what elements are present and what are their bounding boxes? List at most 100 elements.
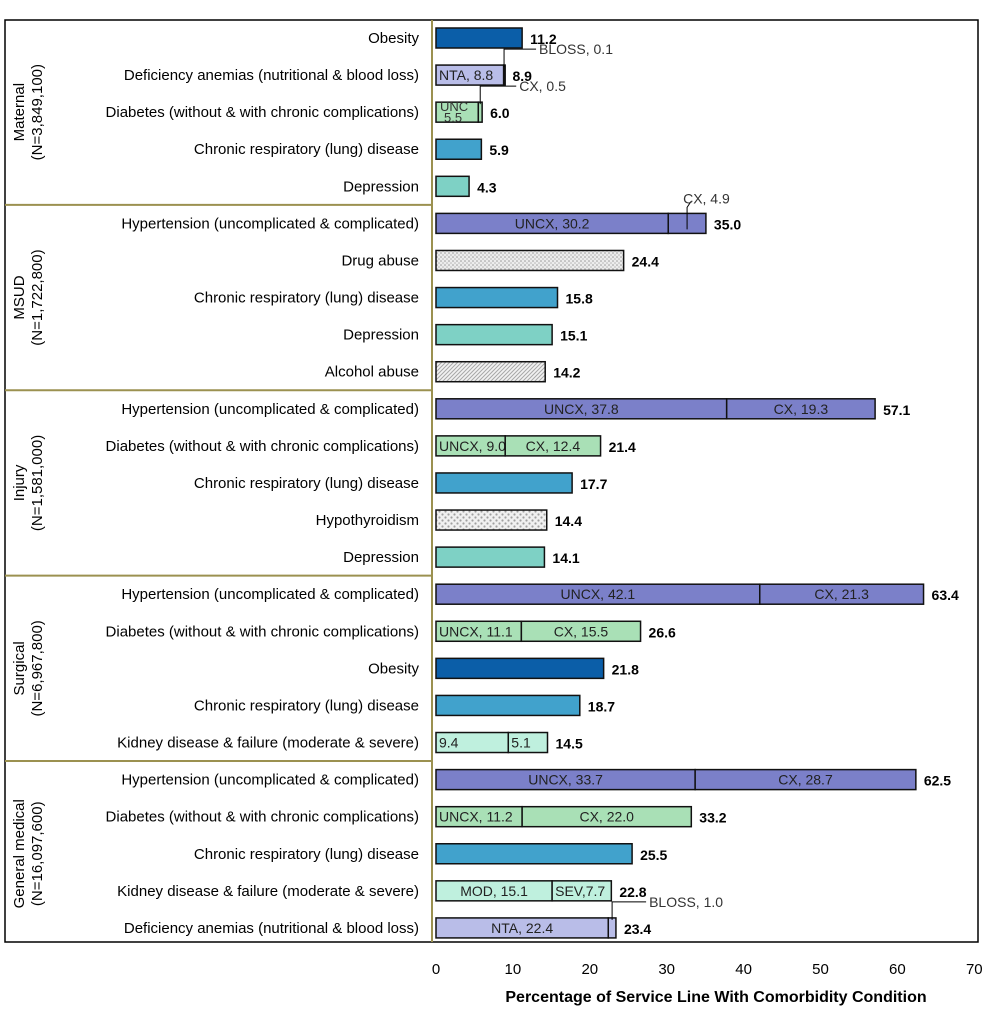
total-label: 18.7: [588, 698, 615, 714]
category-label: Obesity: [368, 30, 419, 47]
category-label: Diabetes (without & with chronic complic…: [106, 104, 419, 121]
group-label: MSUD: [11, 275, 28, 319]
bar-segment: [694, 768, 917, 791]
bar-segment: [435, 694, 581, 717]
bar-segment: [725, 398, 876, 420]
x-tick-label: 20: [581, 961, 598, 978]
category-label: Diabetes (without & with chronic complic…: [106, 809, 419, 826]
callout-label: BLOSS, 0.1: [539, 41, 613, 57]
category-label: Depression: [343, 549, 419, 566]
category-label: Chronic respiratory (lung) disease: [194, 475, 419, 492]
segment-label: CX, 12.4: [526, 438, 581, 454]
plot-border: [4, 19, 979, 943]
segment-label: UNCX, 30.2: [515, 215, 590, 231]
group-label: General medical: [11, 799, 28, 908]
category-label: Alcohol abuse: [325, 364, 419, 381]
total-label: 22.8: [619, 884, 646, 900]
total-label: 33.2: [699, 810, 726, 826]
bar-segment: [435, 472, 573, 494]
total-label: 21.4: [609, 439, 636, 455]
total-label: 14.4: [555, 513, 582, 529]
x-tick-label: 50: [812, 961, 829, 978]
segment-label: NTA, 8.8: [439, 67, 493, 83]
total-label: 63.4: [932, 587, 959, 603]
total-label: 62.5: [924, 773, 951, 789]
category-label: Hypertension (uncomplicated & complicate…: [121, 401, 419, 418]
group-label: Injury: [11, 464, 28, 501]
segment-label: UNC: [440, 99, 468, 114]
category-label: Depression: [343, 327, 419, 344]
segment-label: 9.4: [439, 735, 459, 751]
total-label: 14.5: [556, 736, 583, 752]
callout-label: CX, 0.5: [519, 78, 566, 94]
bar-segment: [435, 27, 523, 49]
total-label: 4.3: [477, 179, 497, 195]
x-tick-label: 40: [735, 961, 752, 978]
bar-segment: [435, 138, 483, 160]
callout-leader: [686, 201, 692, 230]
category-label: Diabetes (without & with chronic complic…: [106, 438, 419, 455]
group-n-label: (N=1,581,000): [29, 435, 46, 531]
total-label: 26.6: [649, 624, 676, 640]
segment-label: UNCX, 42.1: [561, 586, 636, 602]
x-axis-title: Percentage of Service Line With Comorbid…: [505, 989, 926, 1006]
x-tick-label: 60: [889, 961, 906, 978]
segment-label: UNCX, 37.8: [544, 401, 619, 417]
chart-frame: [4, 19, 979, 943]
callout-label: CX, 4.9: [683, 190, 730, 206]
total-label: 24.4: [632, 253, 659, 269]
bar-segment: [435, 843, 633, 865]
segment-label: CX, 15.5: [554, 623, 609, 639]
category-label: Deficiency anemias (nutritional & blood …: [124, 920, 419, 937]
x-axis: 0 10 20 30 40 50 60 70 Percentage of Service Lin…: [432, 961, 983, 1006]
segment-label: CX, 28.7: [778, 772, 833, 788]
total-label: 25.5: [640, 847, 667, 863]
bar-segment: [435, 286, 559, 309]
category-label: Drug abuse: [341, 252, 419, 269]
bar-segment: [435, 249, 625, 272]
category-label: Depression: [343, 178, 419, 195]
bar-segment: [551, 880, 613, 902]
segment-label: MOD, 15.1: [460, 883, 528, 899]
bar-segment: [477, 101, 483, 123]
bar-segment: [435, 175, 470, 198]
group-n-label: (N=6,967,800): [29, 620, 46, 716]
category-label: Kidney disease & failure (moderate & sev…: [117, 883, 419, 900]
segment-label: UNCX, 11.1: [439, 623, 513, 639]
bar-segment: [520, 620, 642, 643]
total-label: 23.4: [624, 921, 651, 937]
category-label: Obesity: [368, 660, 419, 677]
group-label: Maternal: [11, 83, 28, 141]
total-label: 15.1: [560, 328, 587, 344]
bar-segment: [435, 546, 546, 568]
total-label: 35.0: [714, 216, 741, 232]
callout-leader: [503, 48, 537, 68]
segment-label: UNCX, 11.2: [439, 809, 513, 825]
segment-label: CX, 22.0: [579, 809, 634, 825]
bar-segment: [435, 657, 605, 680]
total-label: 14.1: [552, 550, 579, 566]
bar-segment: [435, 323, 553, 346]
category-label: Diabetes (without & with chronic complic…: [106, 623, 419, 640]
group-n-label: (N=1,722,800): [29, 249, 46, 345]
category-label: Hypertension (uncomplicated & complicate…: [121, 772, 419, 789]
bar-segment: [502, 64, 506, 86]
segment-label: CX, 19.3: [774, 401, 829, 417]
x-tick-label: 0: [432, 961, 440, 978]
bar-segment: [435, 509, 548, 531]
segment-label: SEV,7.7: [555, 883, 605, 899]
category-label: Deficiency anemias (nutritional & blood …: [124, 67, 419, 84]
bar-segment: [758, 583, 925, 605]
segment-label: UNCX, 9.0: [439, 438, 506, 454]
callout-label: BLOSS, 1.0: [649, 894, 723, 910]
total-label: 14.2: [553, 365, 580, 381]
bar-segment: [507, 731, 549, 754]
total-label: 11.2: [530, 31, 557, 47]
bar-segment: [504, 435, 602, 457]
x-tick-label: 30: [658, 961, 675, 978]
bar-segment: [435, 360, 546, 383]
x-tick-label: 10: [505, 961, 522, 978]
total-label: 5.9: [489, 142, 509, 158]
x-tick-label: 70: [966, 961, 983, 978]
